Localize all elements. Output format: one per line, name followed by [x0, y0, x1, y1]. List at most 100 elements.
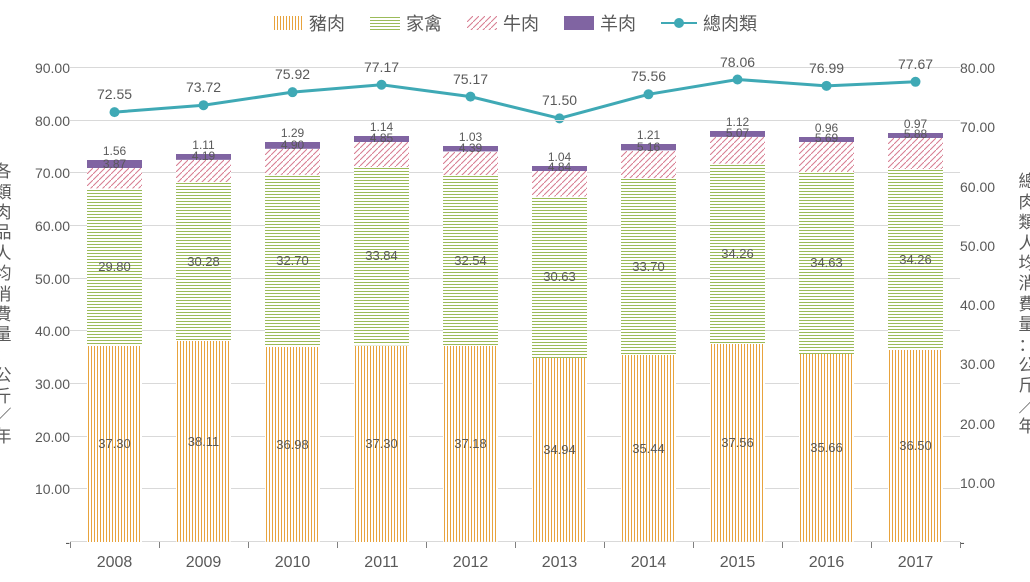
bar-label-poultry: 34.26	[899, 252, 932, 267]
y-left-tick: -	[15, 534, 70, 550]
legend-item-beef: 牛肉	[467, 10, 539, 36]
bar-label-poultry: 30.28	[187, 254, 220, 269]
bar-label-pork: 36.50	[899, 438, 932, 453]
bar-label-poultry: 34.26	[721, 246, 754, 261]
plot-area: 37.3029.803.871.5638.1130.284.191.1136.9…	[70, 68, 960, 542]
bar-label-pork: 38.11	[188, 434, 220, 449]
bar-label-pork: 37.30	[98, 436, 131, 451]
legend-label: 羊肉	[600, 10, 636, 36]
bar-label-mutton: 1.14	[370, 120, 393, 134]
bar-seg-beef	[532, 171, 587, 196]
bar-label-mutton: 1.04	[548, 150, 571, 164]
y-right-tick: 60.00	[960, 179, 1015, 195]
bar-seg-beef	[87, 168, 142, 188]
y-left-tick: 50.00	[15, 271, 70, 287]
bar-label-pork: 35.44	[632, 441, 665, 456]
bar-seg-beef	[443, 152, 498, 175]
x-tick: 2008	[97, 554, 133, 572]
bar-label-poultry: 33.70	[632, 259, 665, 274]
line-label: 77.17	[364, 59, 399, 75]
bar-label-mutton: 1.12	[726, 115, 749, 129]
bar-seg-beef	[176, 160, 231, 182]
line-label: 73.72	[186, 79, 221, 95]
x-tick: 2011	[364, 554, 398, 572]
y-left-tick: 80.00	[15, 113, 70, 129]
line-label: 72.55	[97, 86, 132, 102]
bar-label-mutton: 0.97	[904, 117, 927, 131]
line-point	[110, 107, 120, 117]
bar-seg-beef	[888, 138, 943, 169]
x-axis: 2008 2009 2010 2011 2012 2013 2014 2015 2016 2017	[70, 547, 960, 572]
line-point	[555, 113, 565, 123]
legend: 豬肉 家禽牛肉 羊肉 總肉類	[0, 10, 1030, 36]
line-label: 76.99	[809, 60, 844, 76]
legend-item-mutton: 羊肉	[564, 10, 636, 36]
bar-label-mutton: 1.56	[103, 144, 126, 158]
bar-label-pork: 36.98	[276, 437, 309, 452]
y-right-tick: 40.00	[960, 297, 1015, 313]
bar-label-poultry: 33.84	[365, 248, 398, 263]
bar-label-mutton: 1.21	[637, 128, 660, 142]
bar-label-poultry: 34.63	[810, 255, 843, 270]
legend-swatch	[370, 16, 400, 30]
legend-item-pork: 豬肉	[273, 10, 345, 36]
bar-label-mutton: 1.11	[192, 138, 214, 152]
y-left-tick: 90.00	[15, 60, 70, 76]
bar-label-poultry: 29.80	[98, 259, 131, 274]
bar-label-poultry: 32.70	[276, 253, 309, 268]
bar-label-pork: 37.18	[454, 436, 487, 451]
line-point	[466, 92, 476, 102]
bar-seg-beef	[799, 142, 854, 172]
y-left-label: 各類肉品人均消費量：公斤／年	[0, 68, 12, 542]
x-tick: 2009	[186, 554, 222, 572]
line-point	[911, 77, 921, 87]
x-tick: 2015	[720, 554, 756, 572]
line-label: 75.56	[631, 68, 666, 84]
bar-label-mutton: 1.29	[281, 126, 304, 140]
legend-item-total: 總肉類	[661, 10, 757, 36]
y-right-tick: -	[960, 534, 1015, 550]
x-tick: 2014	[631, 554, 667, 572]
x-tick: 2012	[453, 554, 489, 572]
y-right-tick: 70.00	[960, 119, 1015, 135]
y-right-tick: 10.00	[960, 475, 1015, 491]
bar-label-pork: 35.66	[810, 440, 843, 455]
bar-label-poultry: 32.54	[454, 253, 487, 268]
bar-label-mutton: 0.96	[815, 121, 838, 135]
y-right-tick: 20.00	[960, 416, 1015, 432]
legend-label: 總肉類	[703, 10, 757, 36]
legend-label: 豬肉	[309, 10, 345, 36]
bar-label-pork: 34.94	[543, 442, 576, 457]
legend-swatch	[467, 16, 497, 30]
line-point	[822, 81, 832, 91]
y-left-tick: 60.00	[15, 218, 70, 234]
line-point	[288, 87, 298, 97]
bar-label-pork: 37.30	[365, 436, 398, 451]
y-left-tick: 20.00	[15, 429, 70, 445]
y-left-tick: 10.00	[15, 481, 70, 497]
line-point	[199, 100, 209, 110]
y-left-tick: 70.00	[15, 165, 70, 181]
bar-seg-beef	[354, 142, 409, 168]
y-right-tick: 30.00	[960, 356, 1015, 372]
legend-label: 家禽	[406, 10, 442, 36]
bar-label-pork: 37.56	[721, 435, 754, 450]
x-tick: 2013	[542, 554, 578, 572]
x-tick: 2016	[809, 554, 845, 572]
bar-seg-beef	[265, 149, 320, 175]
line-label: 77.67	[898, 56, 933, 72]
line-label: 75.92	[275, 66, 310, 82]
legend-swatch	[273, 16, 303, 30]
meat-consumption-chart: 豬肉家禽牛肉羊肉總肉類 各類肉品人均消費量：公斤／年 總肉類人均消費量：公斤／年…	[0, 0, 1030, 582]
line-point	[377, 80, 387, 90]
line-point	[644, 89, 654, 99]
x-tick: 2010	[275, 554, 311, 572]
line-label: 78.06	[720, 54, 755, 70]
y-right-tick: 50.00	[960, 238, 1015, 254]
x-tick: 2017	[898, 554, 934, 572]
legend-swatch	[564, 16, 594, 30]
y-left-tick: 30.00	[15, 376, 70, 392]
y-left-tick: 40.00	[15, 323, 70, 339]
bar-label-beef: 3.87	[103, 157, 126, 171]
line-label: 75.17	[453, 71, 488, 87]
